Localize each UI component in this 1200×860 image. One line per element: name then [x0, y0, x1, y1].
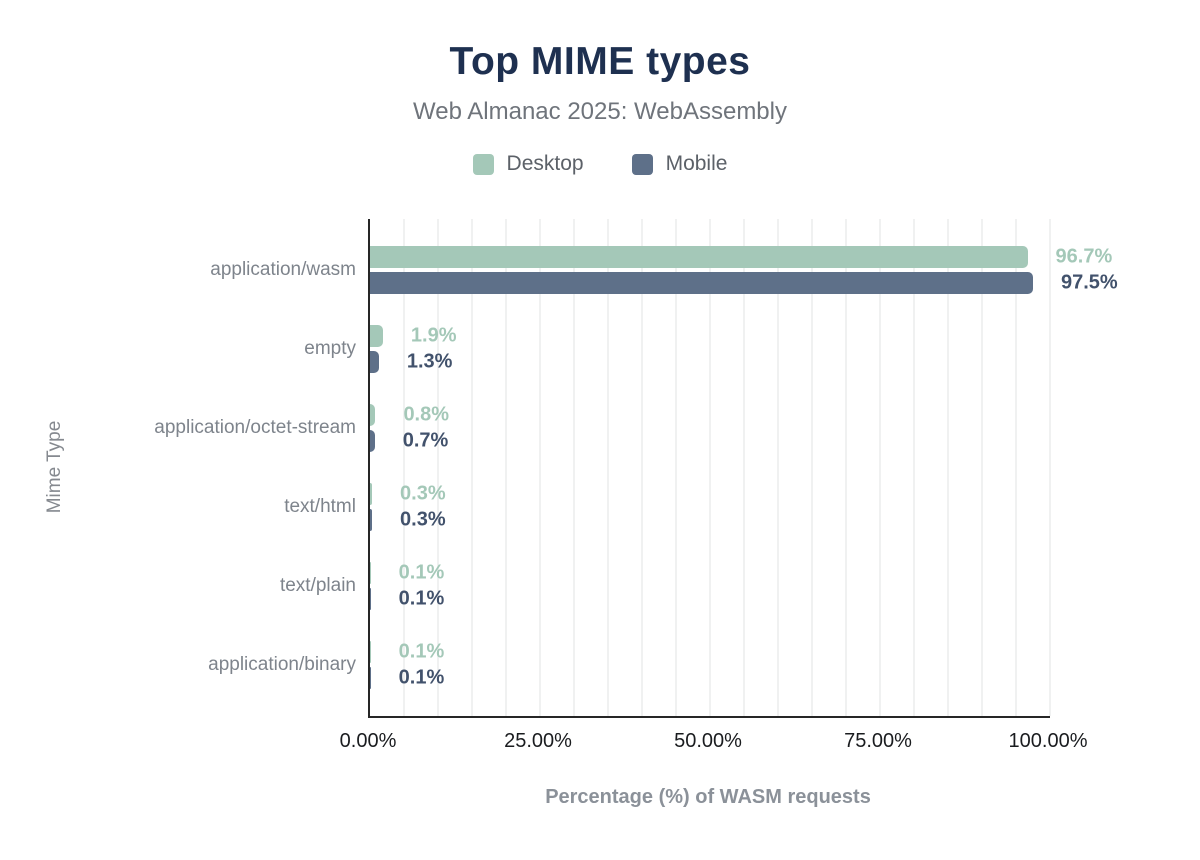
bar-desktop-application-binary[interactable] — [370, 641, 371, 663]
gridline — [913, 219, 915, 716]
gridline — [573, 219, 575, 716]
legend-label-desktop: Desktop — [506, 152, 584, 175]
gridline — [811, 219, 813, 716]
x-tick-label: 75.00% — [844, 730, 912, 752]
gridline — [845, 219, 847, 716]
chart-subtitle: Web Almanac 2025: WebAssembly — [413, 98, 787, 125]
legend: Desktop Mobile — [0, 152, 1200, 176]
value-label-mobile-application-wasm: 97.5% — [1061, 271, 1118, 294]
gridline — [743, 219, 745, 716]
bar-desktop-empty[interactable] — [370, 325, 383, 347]
gridline — [709, 219, 711, 716]
value-label-mobile-application-octet-stream: 0.7% — [402, 429, 449, 452]
value-label-mobile-application-binary: 0.1% — [398, 666, 445, 689]
x-axis-title: Percentage (%) of WASM requests — [545, 786, 871, 808]
value-label-desktop-text-plain: 0.1% — [398, 561, 445, 584]
gridline — [539, 219, 541, 716]
value-label-desktop-application-octet-stream: 0.8% — [403, 403, 450, 426]
legend-item-mobile[interactable]: Mobile — [631, 152, 728, 176]
value-label-mobile-text-html: 0.3% — [400, 508, 446, 531]
x-tick-label: 0.00% — [339, 730, 397, 752]
category-label-empty: empty — [304, 338, 356, 359]
gridline — [403, 219, 405, 716]
chart-title: Top MIME types — [449, 40, 751, 83]
legend-item-desktop[interactable]: Desktop — [472, 152, 584, 176]
legend-swatch-desktop — [472, 153, 494, 175]
bar-mobile-application-wasm[interactable] — [370, 272, 1033, 294]
gridline — [879, 219, 881, 716]
x-tick-label: 25.00% — [504, 730, 572, 752]
value-label-desktop-application-wasm: 96.7% — [1055, 245, 1113, 268]
x-tick-label: 50.00% — [674, 730, 742, 752]
category-label-text-html: text/html — [284, 496, 356, 517]
gridline — [471, 219, 473, 716]
bar-desktop-text-plain[interactable] — [370, 562, 371, 584]
gridline — [1049, 219, 1051, 716]
gridline — [1015, 219, 1017, 716]
gridline — [505, 219, 507, 716]
value-label-mobile-text-plain: 0.1% — [398, 587, 445, 610]
category-label-application-binary: application/binary — [208, 654, 356, 675]
category-label-application-octet-stream: application/octet-stream — [154, 417, 356, 438]
bar-desktop-text-html[interactable] — [370, 483, 373, 505]
value-label-desktop-empty: 1.9% — [410, 324, 457, 347]
x-tick-label: 100.00% — [1008, 730, 1088, 752]
gridline — [675, 219, 677, 716]
legend-swatch-mobile — [631, 153, 653, 175]
bar-mobile-application-octet-stream[interactable] — [370, 430, 375, 452]
gridline — [981, 219, 983, 716]
gridline — [947, 219, 949, 716]
value-label-mobile-empty: 1.3% — [406, 350, 453, 373]
category-label-text-plain: text/plain — [279, 575, 356, 596]
bar-mobile-application-binary[interactable] — [370, 667, 371, 689]
bar-mobile-text-plain[interactable] — [370, 588, 371, 610]
gridline — [607, 219, 609, 716]
y-axis-title: Mime Type — [44, 420, 65, 514]
gridline — [437, 219, 439, 716]
legend-label-mobile: Mobile — [665, 152, 728, 175]
bar-desktop-application-octet-stream[interactable] — [370, 404, 376, 426]
bar-desktop-application-wasm[interactable] — [370, 246, 1028, 268]
bar-mobile-empty[interactable] — [370, 351, 379, 373]
value-label-desktop-text-html: 0.3% — [400, 482, 446, 505]
bar-mobile-text-html[interactable] — [370, 509, 373, 531]
gridline — [641, 219, 643, 716]
value-label-desktop-application-binary: 0.1% — [398, 640, 445, 663]
category-label-application-wasm: application/wasm — [210, 259, 356, 280]
gridline — [777, 219, 779, 716]
plot-area: application/wasm 96.7% 97.5% empty 1.9% 1.3% a… — [154, 219, 1118, 718]
